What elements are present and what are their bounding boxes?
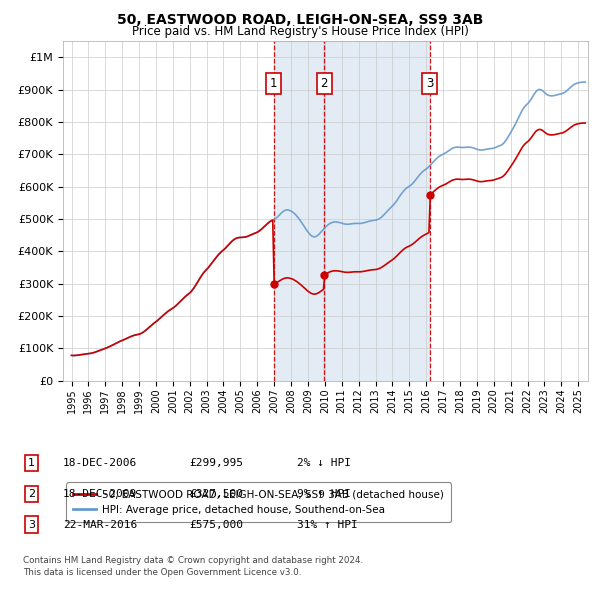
Bar: [274, 41, 324, 381]
Text: 50, EASTWOOD ROAD, LEIGH-ON-SEA, SS9 3AB: 50, EASTWOOD ROAD, LEIGH-ON-SEA, SS9 3AB: [117, 13, 483, 27]
Text: 31% ↑ HPI: 31% ↑ HPI: [297, 520, 358, 529]
Text: 18-DEC-2006: 18-DEC-2006: [63, 458, 137, 468]
Text: Price paid vs. HM Land Registry's House Price Index (HPI): Price paid vs. HM Land Registry's House …: [131, 25, 469, 38]
Text: 2: 2: [320, 77, 328, 90]
Text: 1: 1: [28, 458, 35, 468]
Text: 2% ↓ HPI: 2% ↓ HPI: [297, 458, 351, 468]
Bar: [324, 41, 430, 381]
Text: This data is licensed under the Open Government Licence v3.0.: This data is licensed under the Open Gov…: [23, 568, 301, 577]
Text: 3: 3: [28, 520, 35, 529]
Text: £575,000: £575,000: [189, 520, 243, 529]
Text: 1: 1: [270, 77, 277, 90]
Text: 2: 2: [28, 489, 35, 499]
Text: 3: 3: [426, 77, 434, 90]
Text: 22-MAR-2016: 22-MAR-2016: [63, 520, 137, 529]
Text: Contains HM Land Registry data © Crown copyright and database right 2024.: Contains HM Land Registry data © Crown c…: [23, 556, 363, 565]
Text: 18-DEC-2009: 18-DEC-2009: [63, 489, 137, 499]
Text: £299,995: £299,995: [189, 458, 243, 468]
Text: 9% ↑ HPI: 9% ↑ HPI: [297, 489, 351, 499]
Text: £327,500: £327,500: [189, 489, 243, 499]
Legend: 50, EASTWOOD ROAD, LEIGH-ON-SEA, SS9 3AB (detached house), HPI: Average price, d: 50, EASTWOOD ROAD, LEIGH-ON-SEA, SS9 3AB…: [65, 483, 451, 522]
